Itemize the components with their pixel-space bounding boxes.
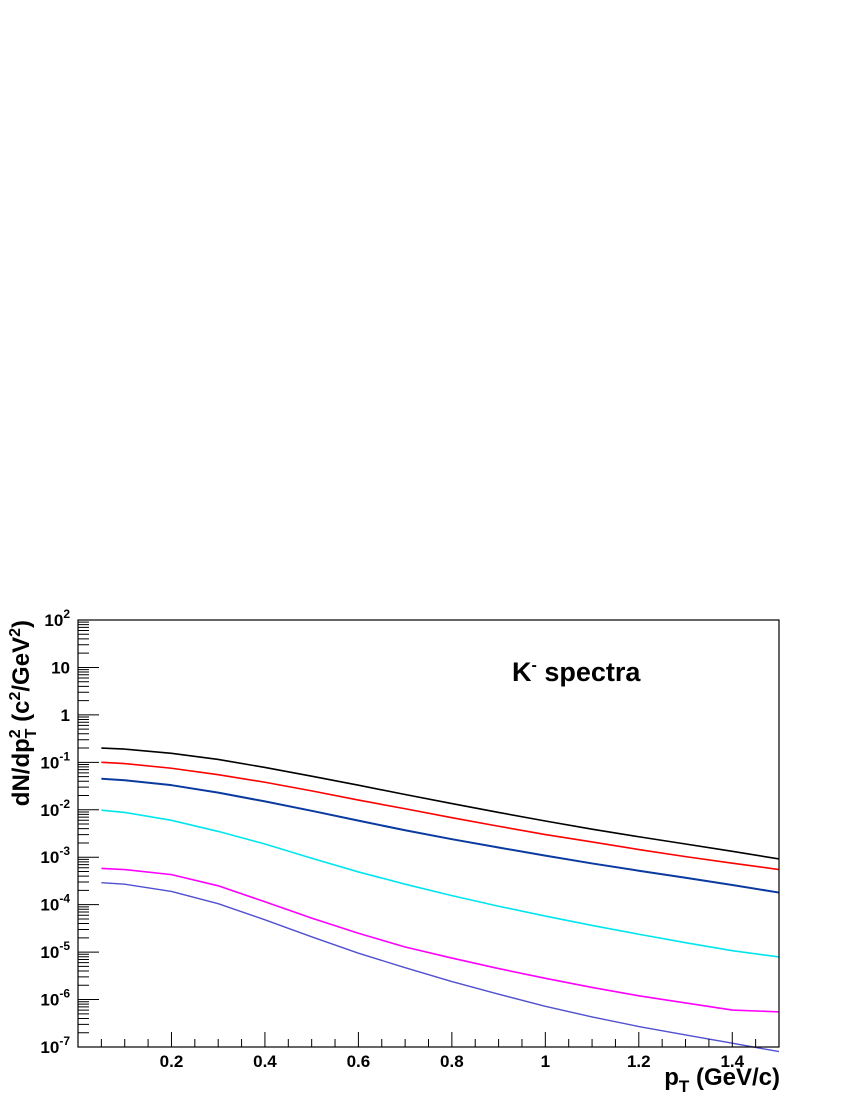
spectra-annotation: K- spectra (512, 657, 641, 687)
x-axis-title: pT (GeV/c) (664, 1064, 780, 1096)
y-tick-label: 10-1 (40, 749, 70, 772)
axis-ticks (78, 619, 757, 1048)
y-tick-label: 10-5 (40, 939, 70, 962)
y-tick-label: 1 (61, 706, 70, 725)
y-tick-label: 10-4 (40, 892, 70, 915)
x-tick-label: 1.4 (720, 1052, 744, 1071)
plot-frame (77, 619, 780, 1048)
y-tick-label: 10-3 (40, 844, 70, 867)
y-axis-title: dN/dp2T (c2/GeV2) (7, 620, 40, 806)
series-line-6 (101, 882, 780, 1053)
x-tick-label: 0.8 (440, 1052, 464, 1071)
y-tick-label: 10-2 (40, 797, 70, 820)
series-line-1 (101, 747, 780, 860)
y-tick-label: 10 (51, 658, 70, 677)
y-tick-label: 102 (44, 607, 70, 630)
x-tick-label: 0.4 (253, 1052, 277, 1071)
series-layer (101, 747, 780, 1053)
series-line-4 (101, 809, 780, 958)
ticks-layer (78, 619, 757, 1048)
x-tick-label: 1 (541, 1052, 550, 1071)
y-tick-label: 10-6 (40, 987, 70, 1010)
series-line-3 (101, 777, 780, 894)
x-tick-label: 0.6 (347, 1052, 371, 1071)
y-tick-label: 10-7 (40, 1034, 70, 1057)
labels-layer: 0.2 0.4 0.6 0.8 1 1.2 1.4 10-7 10-6 10-5 10-4 10-3 1… (40, 607, 744, 1071)
series-line-5 (101, 867, 780, 1013)
series-line-2 (101, 761, 780, 871)
x-tick-label: 1.2 (627, 1052, 651, 1071)
x-tick-label: 0.2 (160, 1052, 184, 1071)
